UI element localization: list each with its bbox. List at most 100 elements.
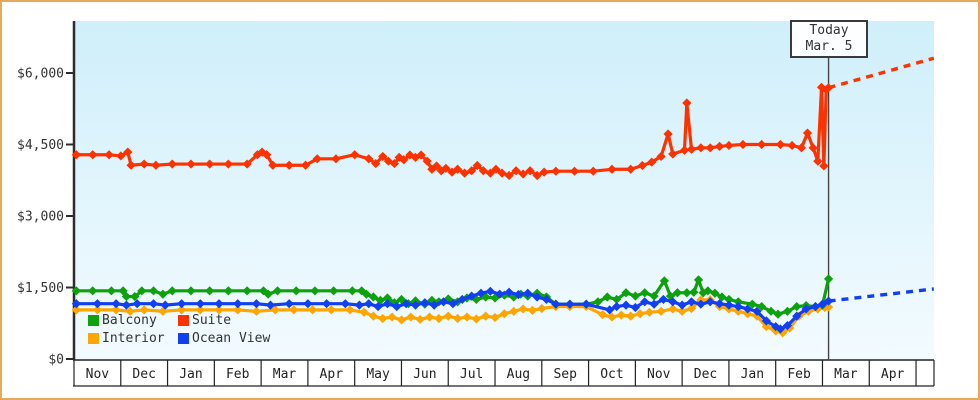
series-interior-marker bbox=[195, 305, 205, 315]
series-suite-marker bbox=[389, 158, 400, 169]
series-suite-marker bbox=[816, 82, 827, 92]
interior-swatch-icon bbox=[88, 332, 99, 344]
series-suite-marker bbox=[364, 154, 374, 164]
series-balcony-marker bbox=[747, 299, 757, 309]
today-annotation-title: Today bbox=[809, 23, 849, 38]
series-balcony-marker bbox=[88, 286, 98, 296]
series-balcony-marker bbox=[630, 291, 640, 301]
month-label: Dec bbox=[132, 367, 155, 382]
series-suite-marker bbox=[518, 169, 528, 179]
series-suite-marker bbox=[447, 167, 457, 177]
month-label: Sep bbox=[553, 367, 577, 382]
month-label: May bbox=[366, 367, 390, 382]
series-ocean-view-marker bbox=[303, 299, 313, 309]
series-balcony-marker bbox=[698, 288, 708, 298]
series-interior-marker bbox=[686, 303, 697, 314]
series-suite-marker bbox=[802, 128, 813, 138]
series-balcony-marker bbox=[167, 286, 177, 296]
month-label: Nov bbox=[647, 367, 671, 382]
series-suite-marker bbox=[252, 150, 262, 160]
series-interior-marker bbox=[733, 306, 743, 316]
series-balcony-marker bbox=[158, 289, 168, 299]
month-label: Jun bbox=[413, 367, 436, 382]
series-interior-marker bbox=[71, 305, 81, 315]
series-balcony-marker bbox=[640, 288, 650, 298]
series-suite-marker bbox=[679, 145, 690, 155]
series-ocean-view-marker bbox=[495, 289, 505, 299]
suite-swatch-icon bbox=[178, 314, 189, 326]
series-balcony-marker bbox=[659, 276, 669, 286]
series-interior-marker bbox=[635, 309, 645, 319]
month-label: Jul bbox=[460, 367, 483, 382]
series-suite-marker bbox=[532, 170, 542, 181]
series-ocean-view-marker bbox=[448, 299, 458, 309]
series-balcony-marker bbox=[329, 286, 339, 296]
series-suite-marker bbox=[71, 150, 81, 160]
series-suite-marker bbox=[467, 166, 477, 176]
series-ocean-view-marker bbox=[724, 300, 734, 310]
series-balcony-marker bbox=[186, 286, 196, 296]
legend-row-1: Balcony Suite bbox=[88, 311, 270, 329]
series-ocean-view-marker bbox=[265, 300, 276, 310]
series-ocean-view-marker bbox=[743, 304, 753, 314]
series-balcony-marker bbox=[682, 288, 692, 298]
series-suite-marker bbox=[422, 156, 432, 166]
series-suite-marker bbox=[452, 164, 463, 174]
month-label: Mar bbox=[273, 367, 297, 382]
series-balcony-marker bbox=[724, 294, 734, 305]
series-suite-marker bbox=[686, 144, 697, 154]
y-axis-label: $1,500 bbox=[17, 281, 64, 296]
series-ocean-view-marker bbox=[340, 299, 350, 309]
series-suite-marker bbox=[668, 149, 678, 159]
series-interior-marker bbox=[752, 311, 762, 321]
series-ocean-view-marker bbox=[581, 299, 591, 309]
month-label: Apr bbox=[881, 367, 905, 382]
series-interior-marker bbox=[490, 312, 500, 323]
series-suite-marker bbox=[139, 159, 149, 169]
series-ocean-view-marker bbox=[565, 299, 575, 309]
series-interior-marker bbox=[481, 311, 491, 321]
series-interior-marker bbox=[406, 312, 416, 322]
series-interior-marker bbox=[345, 305, 355, 315]
series-ocean-view-marker bbox=[71, 299, 81, 309]
series-ocean-view-marker bbox=[354, 300, 364, 310]
month-label: Feb bbox=[226, 367, 250, 382]
series-balcony-marker bbox=[106, 286, 117, 296]
series-interior-marker bbox=[626, 311, 636, 321]
series-interior-marker bbox=[607, 312, 617, 322]
series-balcony-marker bbox=[649, 291, 659, 301]
series-suite-marker bbox=[116, 151, 126, 161]
series-suite-marker bbox=[551, 166, 561, 176]
legend-item-ocean-view: Ocean View bbox=[178, 332, 270, 345]
legend-label-interior: Interior bbox=[102, 330, 165, 346]
series-ocean-view-marker bbox=[630, 302, 640, 313]
series-suite-marker bbox=[511, 166, 521, 176]
series-interior-marker bbox=[499, 309, 509, 319]
series-suite-marker bbox=[738, 139, 748, 150]
series-suite-projection bbox=[828, 56, 935, 90]
month-label: Aug bbox=[507, 367, 530, 382]
legend: Balcony Suite Interior Ocean View bbox=[88, 311, 270, 347]
series-suite-marker bbox=[724, 140, 734, 151]
series-suite-marker bbox=[371, 158, 381, 169]
series-balcony-marker bbox=[717, 292, 727, 302]
series-ocean-view-marker bbox=[541, 294, 552, 305]
series-suite-marker bbox=[663, 129, 673, 139]
series-ocean-view-marker bbox=[668, 297, 678, 307]
series-suite-marker bbox=[300, 160, 311, 170]
series-suite-marker bbox=[441, 163, 451, 173]
series-suite-marker bbox=[394, 152, 404, 162]
series-balcony-marker bbox=[602, 292, 612, 302]
month-label: Apr bbox=[320, 367, 344, 382]
series-interior-marker bbox=[289, 305, 299, 315]
series-suite-marker bbox=[399, 155, 409, 165]
series-interior-marker bbox=[644, 307, 654, 317]
series-suite-marker bbox=[787, 140, 797, 151]
series-balcony-marker bbox=[593, 297, 603, 307]
series-interior-marker bbox=[518, 304, 528, 314]
series-balcony-marker bbox=[499, 290, 509, 300]
series-interior-marker bbox=[761, 321, 771, 332]
series-interior-marker bbox=[214, 305, 224, 315]
ocean-view-swatch-icon bbox=[178, 332, 189, 344]
